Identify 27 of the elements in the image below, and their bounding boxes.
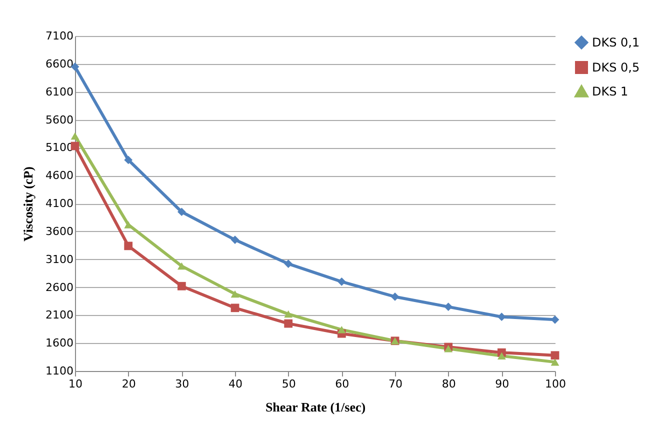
y-tick-label: 2600	[46, 280, 74, 294]
legend-label: DKS 1	[592, 84, 628, 98]
x-tick-label: 40	[228, 378, 242, 390]
x-tick-label: 20	[122, 378, 136, 390]
x-tick-label: 100	[545, 378, 566, 390]
x-tick-label: 50	[282, 378, 296, 390]
legend-label: DKS 0,1	[592, 36, 640, 50]
y-tick-label: 6100	[46, 85, 74, 98]
legend-label: DKS 0,5	[592, 60, 640, 74]
x-tick-label: 30	[175, 378, 190, 390]
x-tick-label: 10	[68, 378, 82, 390]
x-axis-title: Shear Rate (1/sec)	[265, 400, 366, 414]
y-tick-label: 2100	[46, 308, 74, 322]
x-tick-label: 90	[495, 378, 510, 390]
y-tick-label: 3600	[46, 224, 74, 238]
x-tick-label: 70	[388, 378, 402, 390]
x-tick-label: 60	[335, 378, 350, 390]
y-tick-label: 3100	[46, 252, 74, 266]
y-tick-label: 1100	[46, 364, 74, 378]
y-axis-title: Viscosity (cP)	[20, 166, 36, 242]
y-tick-label: 7100	[46, 30, 74, 42]
y-tick-label: 6600	[46, 57, 74, 70]
y-tick-label: 1600	[46, 336, 74, 350]
y-tick-label: 4600	[46, 169, 74, 182]
y-tick-label: 4100	[46, 197, 74, 210]
y-tick-label: 5600	[46, 113, 74, 126]
x-tick-label: 80	[442, 378, 456, 390]
